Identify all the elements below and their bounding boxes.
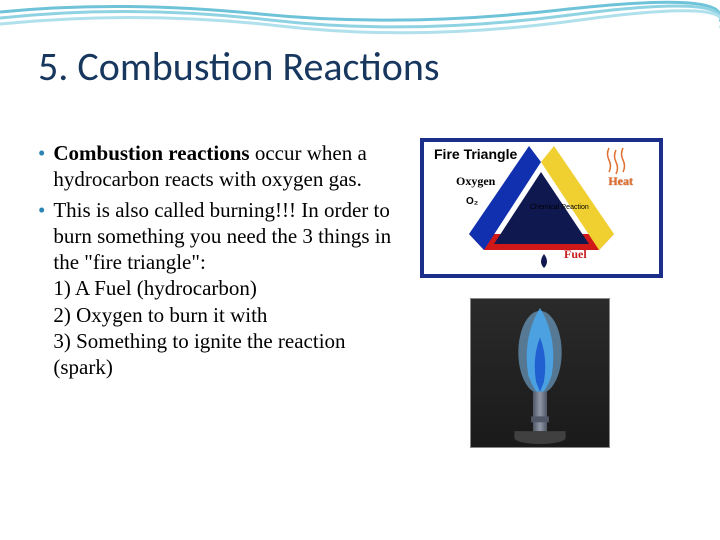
slide-title: 5. Combustion Reactions: [38, 42, 439, 91]
bunsen-burner-image: [470, 298, 610, 448]
label-chemical-reaction: Chemical Reaction: [530, 204, 589, 211]
bullet-item: • This is also called burning!!! In orde…: [38, 197, 398, 381]
bullet-item: • Combustion reactions occur when a hydr…: [38, 140, 398, 193]
label-heat: Heat: [608, 174, 633, 189]
fire-triangle-diagram: Fire Triangle Oxygen O₂ Heat Fuel Chemic…: [420, 138, 663, 278]
bunsen-burner-svg: [471, 297, 609, 447]
label-fuel: Fuel: [564, 247, 587, 262]
bullet-text: Combustion reactions occur when a hydroc…: [53, 140, 398, 193]
bullet-mark: •: [38, 140, 45, 193]
bullet-bold: Combustion reactions: [53, 141, 249, 165]
bullet-mark: •: [38, 197, 45, 381]
wave-decoration: [0, 0, 720, 40]
bullet-text: This is also called burning!!! In order …: [53, 197, 398, 381]
label-oxygen: Oxygen: [456, 174, 495, 189]
bullet-list: • Combustion reactions occur when a hydr…: [38, 140, 398, 384]
label-o2: O₂: [466, 196, 478, 207]
